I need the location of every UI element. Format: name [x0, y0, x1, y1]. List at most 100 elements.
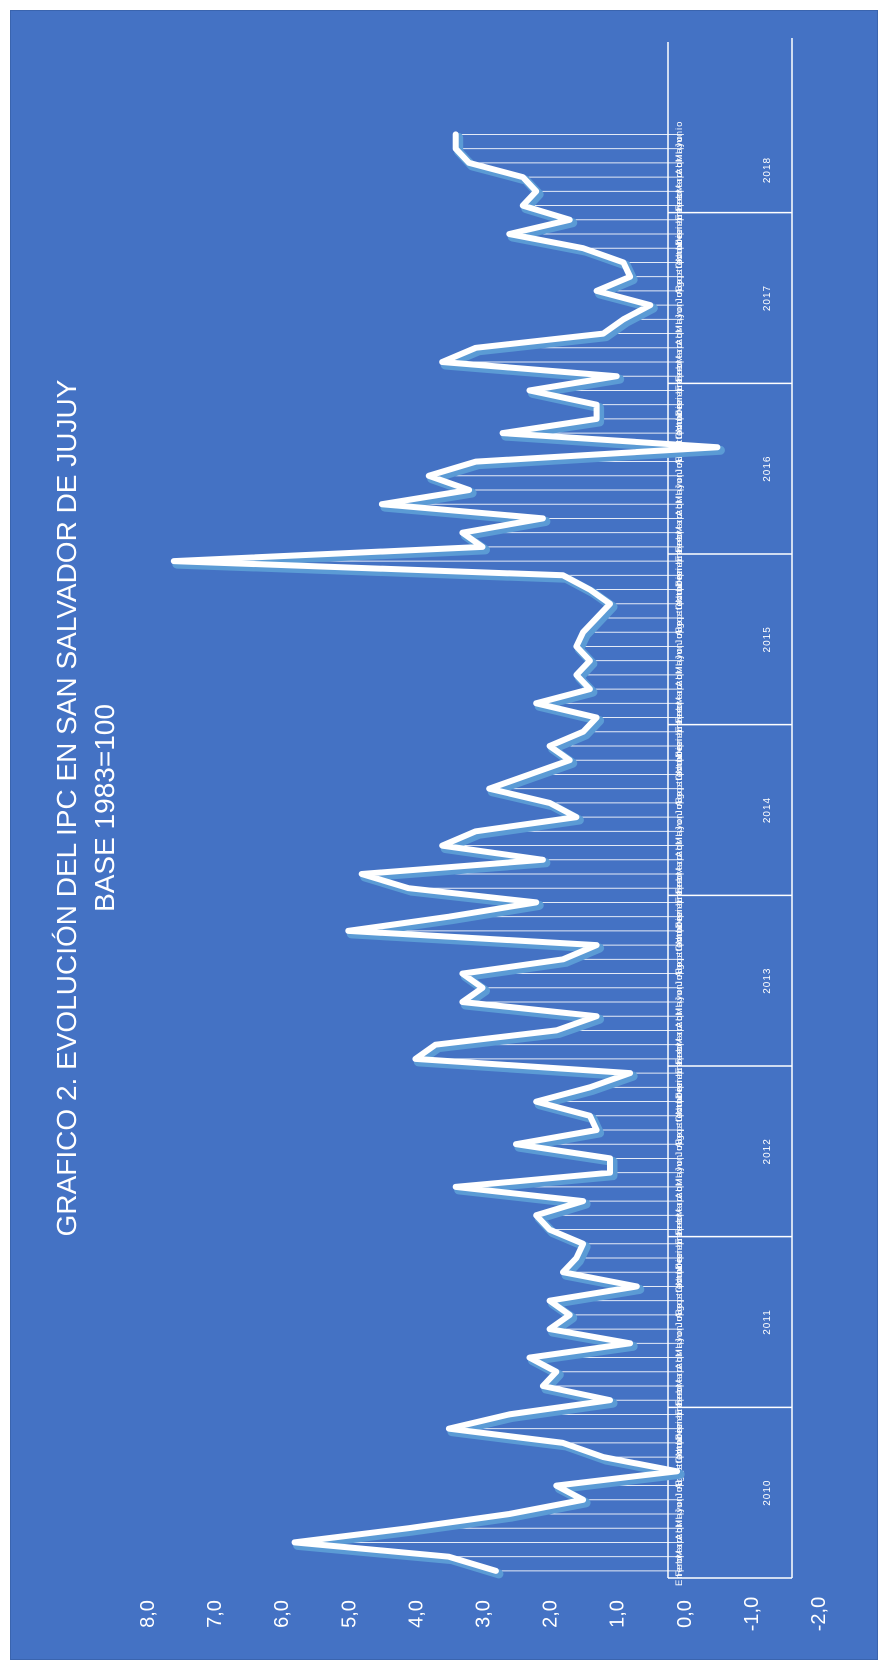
- data-point: [453, 1184, 458, 1189]
- data-point: [567, 758, 572, 763]
- data-point: [540, 857, 545, 862]
- data-point: [560, 957, 565, 962]
- chart-subtitle: BASE 1983=100: [89, 704, 120, 912]
- data-point: [587, 658, 592, 663]
- data-point: [473, 459, 478, 464]
- data-point: [594, 416, 599, 421]
- data-point: [527, 1355, 532, 1360]
- data-point: [534, 701, 539, 706]
- data-point: [560, 1440, 565, 1445]
- data-point: [487, 786, 492, 791]
- data-point: [587, 687, 592, 692]
- data-point: [513, 1142, 518, 1147]
- data-point: [527, 388, 532, 393]
- data-point: [567, 217, 572, 222]
- data-point: [446, 914, 451, 919]
- data-point: [440, 843, 445, 848]
- data-point: [574, 672, 579, 677]
- data-point: [587, 1085, 592, 1090]
- data-point: [554, 1369, 559, 1374]
- year-label: 2016: [762, 456, 773, 482]
- chart-title: GRAFICO 2. EVOLUCIÓN DEL IPC EN SAN SALV…: [51, 379, 82, 1236]
- data-point: [493, 1568, 498, 1573]
- data-point: [628, 1071, 633, 1076]
- x-axis-frame: [668, 38, 792, 1578]
- data-point: [581, 246, 586, 251]
- data-point: [574, 1255, 579, 1260]
- data-point: [594, 402, 599, 407]
- y-tick-label: 3,0: [473, 1600, 495, 1628]
- data-point: [594, 943, 599, 948]
- data-point: [346, 928, 351, 933]
- y-tick-label: 5,0: [338, 1600, 360, 1628]
- data-point: [634, 1284, 639, 1289]
- data-point: [534, 900, 539, 905]
- data-point: [547, 1327, 552, 1332]
- data-point: [480, 985, 485, 990]
- data-point: [601, 1455, 606, 1460]
- data-point: [607, 1156, 612, 1161]
- data-point: [171, 559, 176, 564]
- data-point: [520, 175, 525, 180]
- data-point: [547, 743, 552, 748]
- data-point: [547, 800, 552, 805]
- data-point: [534, 1099, 539, 1104]
- year-label: 2014: [762, 797, 773, 823]
- year-label: 2010: [762, 1480, 773, 1506]
- data-point: [567, 1312, 572, 1317]
- data-point: [587, 587, 592, 592]
- x-axis-labels: EneroFebreroMarzoAbrilMayoJunioJulioAgos…: [674, 121, 773, 1586]
- data-point: [581, 1199, 586, 1204]
- y-tick-label: 2,0: [540, 1600, 562, 1628]
- data-point: [406, 886, 411, 891]
- data-point: [581, 630, 586, 635]
- data-point: [453, 146, 458, 151]
- data-point: [594, 288, 599, 293]
- data-point: [607, 601, 612, 606]
- data-point: [527, 772, 532, 777]
- data-point: [507, 1412, 512, 1417]
- data-point: [460, 530, 465, 535]
- data-point: [426, 473, 431, 478]
- data-point: [460, 999, 465, 1004]
- y-tick-label: 8,0: [137, 1600, 159, 1628]
- y-axis-ticks: -2,0-1,00,01,02,03,04,05,06,07,08,0: [137, 1597, 830, 1631]
- data-point: [574, 815, 579, 820]
- data-point: [587, 1113, 592, 1118]
- data-point: [560, 1270, 565, 1275]
- data-point: [621, 260, 626, 265]
- data-point: [607, 1398, 612, 1403]
- year-label: 2013: [762, 968, 773, 994]
- data-point: [433, 1042, 438, 1047]
- data-point: [581, 729, 586, 734]
- data-point: [574, 644, 579, 649]
- data-point: [460, 971, 465, 976]
- data-point: [480, 544, 485, 549]
- data-point: [446, 1426, 451, 1431]
- data-point: [554, 1483, 559, 1488]
- data-point: [581, 1497, 586, 1502]
- data-point: [440, 359, 445, 364]
- data-point: [715, 445, 720, 450]
- data-point: [560, 573, 565, 578]
- data-point: [621, 317, 626, 322]
- data-point: [540, 516, 545, 521]
- data-point: [547, 1227, 552, 1232]
- data-point: [614, 374, 619, 379]
- data-point: [379, 502, 384, 507]
- y-tick-label: 0,0: [674, 1600, 696, 1628]
- data-point: [500, 431, 505, 436]
- data-point: [507, 231, 512, 236]
- data-point: [581, 1241, 586, 1246]
- data-point: [594, 1127, 599, 1132]
- data-point: [628, 274, 633, 279]
- data-point: [601, 331, 606, 336]
- year-label: 2011: [762, 1309, 773, 1335]
- data-point: [466, 487, 471, 492]
- data-point: [406, 1526, 411, 1531]
- data-point: [648, 303, 653, 308]
- year-label: 2017: [762, 285, 773, 311]
- data-point: [594, 715, 599, 720]
- y-tick-label: 4,0: [405, 1600, 427, 1628]
- data-point: [446, 1554, 451, 1559]
